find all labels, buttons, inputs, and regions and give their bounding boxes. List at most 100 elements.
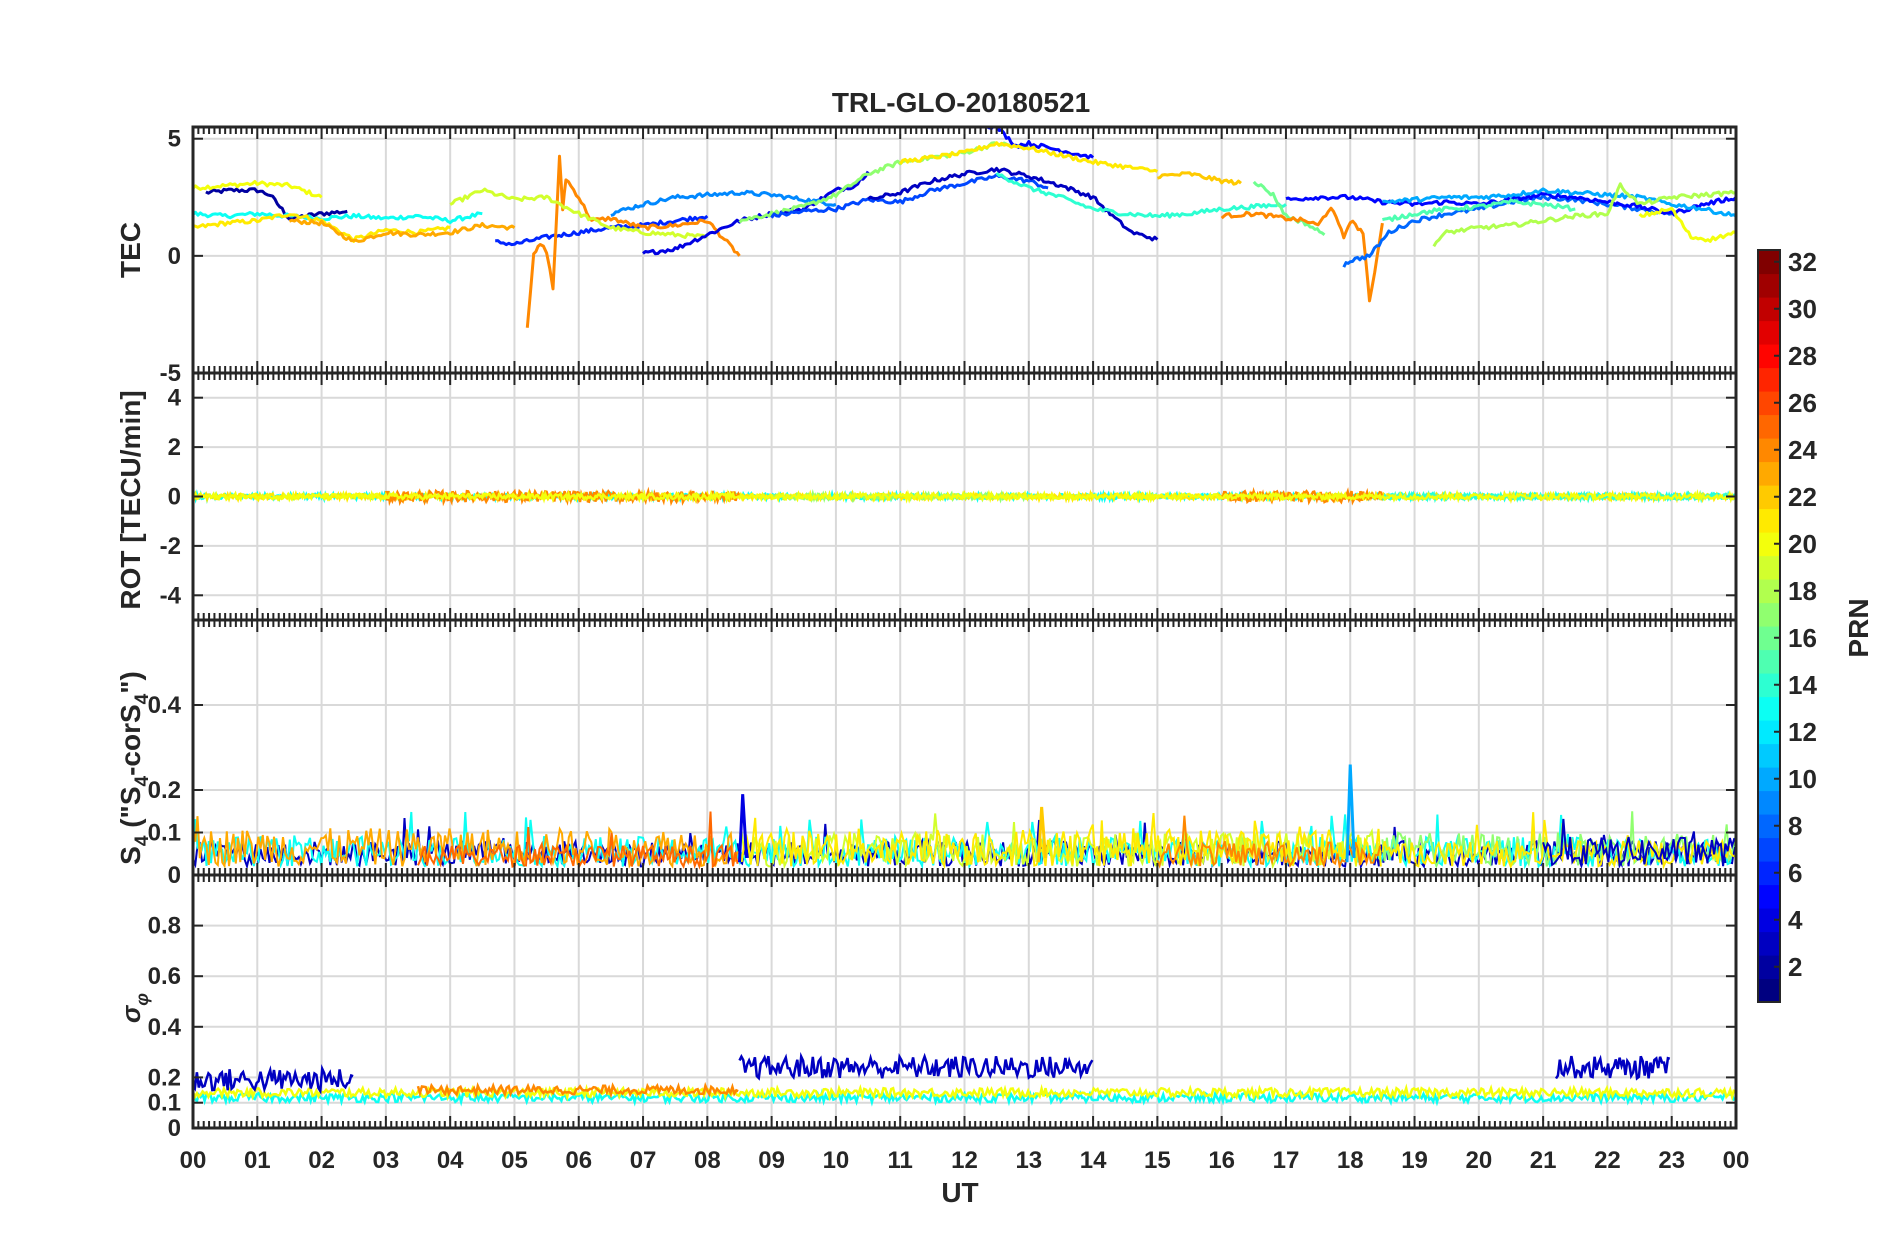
colorbar-tick-label: 28	[1788, 341, 1817, 371]
tec-series-prn-16	[1252, 180, 1326, 236]
x-tick-label: 00	[1723, 1147, 1750, 1174]
s4-series-prn-21	[738, 813, 1382, 870]
s4-series-prn-19	[738, 813, 1382, 870]
minor-ticks	[192, 620, 1737, 875]
panel-s4: 0 0.1 0.2 0.4	[148, 618, 1738, 889]
x-tick-label: 01	[244, 1147, 271, 1174]
panel-rot: -4 -2 0 2 4	[160, 371, 1738, 622]
colorbar-tick-label: 4	[1788, 905, 1803, 935]
sigma-series-prn-3	[1554, 1054, 1671, 1081]
plot-area	[193, 1051, 1736, 1107]
panel-tec: -5 0 5	[160, 125, 1738, 387]
plot-area	[193, 127, 1736, 328]
colorbar-swatch	[1758, 837, 1780, 862]
y-tick-label: -2	[160, 533, 181, 560]
y-axis-label-tec: TEC	[115, 222, 146, 278]
s4-series-prn-21	[1381, 812, 1736, 870]
colorbar-swatch	[1758, 743, 1780, 768]
x-tick-label: 13	[1015, 1147, 1042, 1174]
x-axis-ticks: 00 01 02 03 04 05 06 07 08 09 10 11 12 13 14 15 16 17 18 19…	[180, 1147, 1750, 1174]
colorbar-swatch	[1758, 579, 1780, 604]
y-tick-label: 0.1	[148, 1090, 181, 1117]
y-tick-label: 0.8	[148, 913, 181, 940]
y-tick-label: 0	[168, 243, 181, 270]
y-axis-label-rot: ROT [TECU/min]	[115, 390, 146, 609]
y-tick-label: 0	[168, 1115, 181, 1142]
colorbar-tick-label: 32	[1788, 247, 1817, 277]
colorbar-swatch	[1758, 767, 1780, 792]
y-tick-label: 0.2	[148, 777, 181, 804]
colorbar-swatch	[1758, 532, 1780, 557]
s4-spike-prn-4	[737, 794, 749, 863]
tec-series-prn-24	[1220, 206, 1384, 303]
s4-spike-prn-10	[1345, 764, 1356, 863]
s4-series-prn-25	[417, 811, 739, 870]
colorbar-swatch	[1758, 461, 1780, 486]
colorbar-swatch	[1758, 696, 1780, 721]
colorbar-swatch	[1758, 931, 1780, 956]
colorbar-label: PRN	[1843, 598, 1874, 657]
colorbar-swatch	[1758, 320, 1780, 345]
x-tick-label: 23	[1658, 1147, 1685, 1174]
x-tick-label: 15	[1144, 1147, 1171, 1174]
tec-series-prn-21	[898, 141, 1159, 173]
tec-series-prn-23	[288, 218, 516, 243]
colorbar-swatch	[1758, 814, 1780, 839]
colorbar-swatch	[1758, 250, 1780, 275]
y-tick-label: 0	[168, 484, 181, 511]
colorbar-swatch	[1758, 978, 1780, 1003]
colorbar-swatch	[1758, 367, 1780, 392]
colorbar-tick-label: 30	[1788, 294, 1817, 324]
x-tick-label: 10	[823, 1147, 850, 1174]
colorbar-swatch	[1758, 649, 1780, 674]
x-tick-label: 05	[501, 1147, 528, 1174]
y-tick-label: 0.2	[148, 1064, 181, 1091]
colorbar-swatch	[1758, 884, 1780, 909]
colorbar-tick-label: 12	[1788, 717, 1817, 747]
x-tick-label: 19	[1401, 1147, 1428, 1174]
colorbar-swatch	[1758, 955, 1780, 980]
sigma-series-prn-3	[738, 1051, 1094, 1081]
colorbar-frame	[1757, 249, 1781, 1003]
x-tick-label: 03	[373, 1147, 400, 1174]
y-tick-label: 4	[168, 385, 182, 412]
colorbar-swatch	[1758, 391, 1780, 416]
tec-series-prn-22	[1157, 171, 1242, 186]
colorbar-swatch	[1758, 861, 1780, 886]
colorbar-tick-label: 2	[1788, 952, 1802, 982]
colorbar-swatch	[1758, 297, 1780, 322]
x-tick-label: 08	[694, 1147, 721, 1174]
x-tick-label: 21	[1530, 1147, 1557, 1174]
colorbar-tick-label: 20	[1788, 529, 1817, 559]
tec-series-prn-13	[193, 210, 483, 225]
colorbar-tick-label: 10	[1788, 764, 1817, 794]
tec-series-prn-19	[449, 187, 708, 239]
s4-series-prn-24	[1156, 815, 1382, 870]
colorbar-swatch	[1758, 485, 1780, 510]
sigma-series-prn-24	[416, 1081, 739, 1100]
y-tick-label: 0.4	[148, 692, 182, 719]
y-axis-label-sigma-phi: σφ	[116, 993, 152, 1023]
plot-area	[193, 486, 1736, 507]
y-tick-label: 5	[168, 126, 181, 153]
x-tick-label: 00	[180, 1147, 207, 1174]
colorbar-tick-label: 26	[1788, 388, 1817, 418]
x-tick-label: 17	[1273, 1147, 1300, 1174]
figure-title: TRL-GLO-20180521	[832, 87, 1090, 118]
y-tick-label: -4	[160, 582, 182, 609]
grid	[193, 127, 1736, 373]
y-tick-label: 2	[168, 434, 181, 461]
colorbar-swatch	[1758, 555, 1780, 580]
tec-series-prn-20	[1638, 206, 1736, 243]
tec-series-prn-18	[1432, 182, 1736, 248]
colorbar-swatch	[1758, 720, 1780, 745]
minor-ticks	[192, 127, 1737, 373]
y-axis-label-s4: S4 ("S4-corS4")	[115, 671, 153, 865]
s4-series-prn-3	[1542, 818, 1736, 869]
colorbar-swatch	[1758, 344, 1780, 369]
svg-text:S4 ("S4-corS4"): S4 ("S4-corS4")	[115, 671, 153, 865]
y-tick-label: 0.4	[148, 1014, 182, 1041]
colorbar-tick-label: 24	[1788, 435, 1817, 465]
